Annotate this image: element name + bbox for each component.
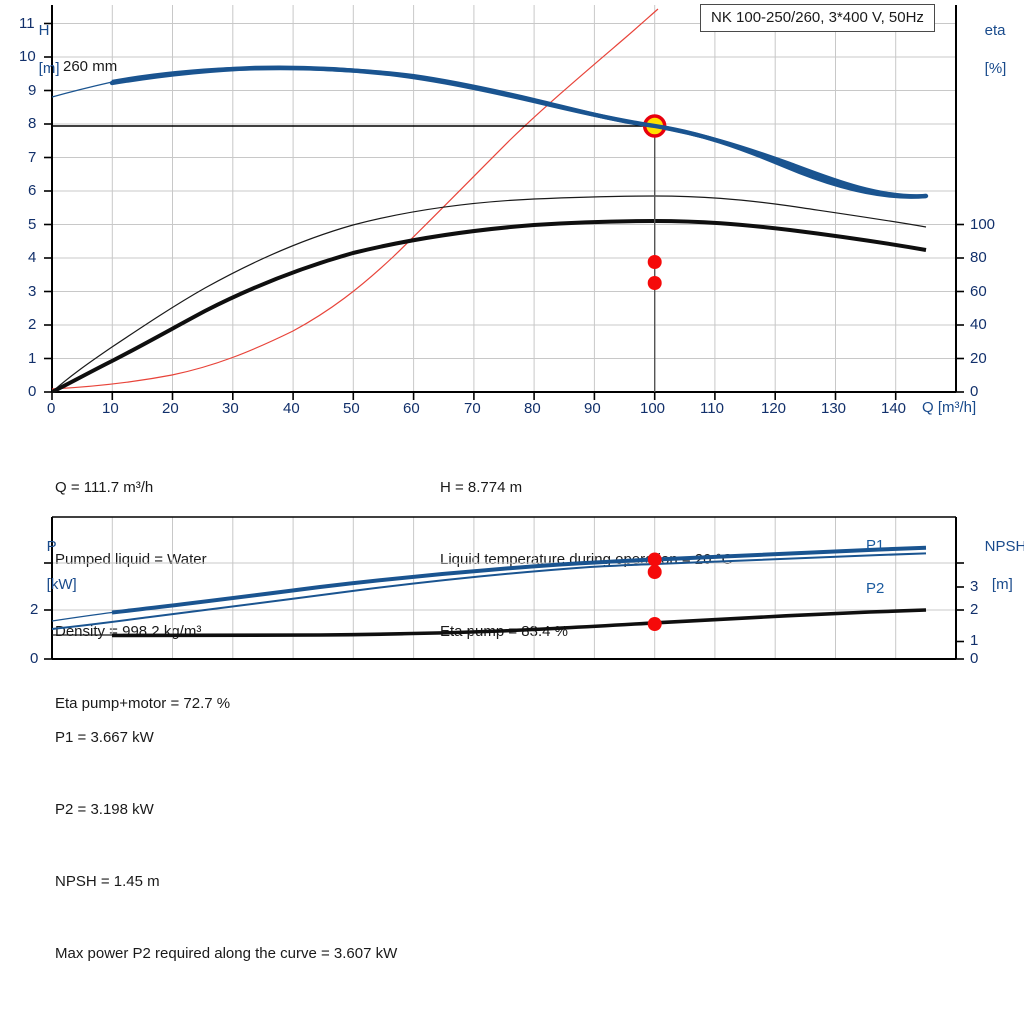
info-npsh: NPSH = 1.45 m <box>55 873 160 890</box>
upper-y-tick-4: 4 <box>28 249 37 266</box>
upper-x-tick-140: 140 <box>881 400 907 417</box>
npsh-duty-marker[interactable] <box>647 617 662 631</box>
upper-x-tick-110: 110 <box>700 400 724 417</box>
upper-x-axis-title: Q [m³/h] <box>922 399 977 416</box>
upper-y2-tick-80: 80 <box>970 249 987 266</box>
upper-y-tick-10: 10 <box>19 48 36 65</box>
info-p2: P2 = 3.198 kW <box>55 801 154 818</box>
upper-y2-tick-40: 40 <box>970 316 987 333</box>
pump-curve-datasheet: H [m] eta [%] NK 100-250/260, 3*400 V, 5… <box>19 2 1024 962</box>
impeller-diameter-label: 260 mm <box>63 58 118 75</box>
operating-data-right: H = 8.774 m Liquid temperature during op… <box>440 428 732 692</box>
info-pumped-liquid: Pumped liquid = Water <box>55 551 207 568</box>
upper-x-tick-40: 40 <box>283 400 300 417</box>
lower-npsh-curve <box>111 608 927 638</box>
lower-y2-tick-1: 1 <box>970 632 979 649</box>
info-h: H = 8.774 m <box>440 479 523 496</box>
upper-y-tick-1: 1 <box>28 349 37 367</box>
lower-chart-plot <box>44 516 964 660</box>
upper-y2-tick-0: 0 <box>970 383 979 400</box>
upper-x-tick-30: 30 <box>222 400 239 417</box>
upper-y-tick-6: 6 <box>28 182 37 199</box>
upper-x-tick-10: 10 <box>102 400 119 417</box>
upper-grid-vertical <box>111 5 897 392</box>
lower-y2-ticks <box>956 562 964 660</box>
upper-y-tick-3: 3 <box>28 282 37 300</box>
upper-x-ticks <box>51 392 897 400</box>
upper-y2-axis-title: eta [%] <box>968 2 1007 97</box>
upper-x-tick-120: 120 <box>761 400 787 417</box>
upper-npsh-curve <box>52 8 659 390</box>
lower-y-ticks <box>44 562 52 660</box>
upper-x-tick-50: 50 <box>343 400 360 417</box>
upper-y-tick-2: 2 <box>28 316 37 333</box>
upper-eta-pump-curve <box>52 218 927 393</box>
lower-y2-tick-0: 0 <box>970 650 979 667</box>
upper-y-axis-title-line1: H <box>38 22 50 39</box>
upper-y-tick-8: 8 <box>28 115 37 132</box>
lower-p1-curve <box>111 545 927 615</box>
lower-y2-tick-2: 2 <box>970 601 979 618</box>
lower-grid-vertical <box>111 517 897 659</box>
series-label-p2: P2 <box>866 580 885 597</box>
upper-y2-axis-title-line1: eta <box>984 22 1006 39</box>
upper-y-tick-0: 0 <box>28 383 37 400</box>
upper-y-axis-title: H [m] <box>22 2 60 97</box>
lower-p1-thin-extension <box>52 611 113 622</box>
upper-y-tick-9: 9 <box>28 81 37 99</box>
upper-x-tick-20: 20 <box>162 400 179 417</box>
upper-y2-axis-title-line2: [%] <box>984 60 1007 77</box>
lower-y2-tick-3: 3 <box>970 578 979 595</box>
p2-duty-marker[interactable] <box>647 565 662 579</box>
upper-y-ticks <box>44 22 52 393</box>
upper-x-tick-100: 100 <box>640 400 666 417</box>
upper-y-tick-11: 11 <box>19 14 35 32</box>
upper-x-tick-80: 80 <box>524 400 541 417</box>
upper-x-tick-70: 70 <box>464 400 481 417</box>
info-q: Q = 111.7 m³/h <box>55 479 154 496</box>
upper-head-curve-thin-extension <box>52 81 113 98</box>
lower-y-axis-title-line2: [kW] <box>46 576 77 593</box>
upper-y2-ticks <box>956 223 964 393</box>
eta-pump-marker[interactable] <box>647 255 662 269</box>
p1-duty-marker[interactable] <box>647 552 662 567</box>
eta-pump-motor-marker[interactable] <box>647 276 662 290</box>
lower-p2-curve <box>52 552 927 630</box>
upper-y-tick-7: 7 <box>28 148 37 166</box>
lower-y-axis-title-line1: P <box>46 538 57 555</box>
upper-x-tick-130: 130 <box>821 400 847 417</box>
upper-eta-pump-motor-thin-curve <box>52 195 927 393</box>
lower-y-tick-2: 2 <box>30 601 39 618</box>
upper-y2-tick-20: 20 <box>970 349 987 367</box>
operating-data-left: Q = 111.7 m³/h Pumped liquid = Water Den… <box>55 428 230 764</box>
lower-y2-axis-title: NPSH [m] <box>968 518 1024 613</box>
power-npsh-results: P1 = 3.667 kW P2 = 3.198 kW NPSH = 1.45 … <box>55 678 397 1014</box>
upper-x-tick-0: 0 <box>47 400 56 417</box>
upper-y-axis-title-line2: [m] <box>38 60 60 77</box>
upper-chart-plot <box>44 5 964 400</box>
info-eta-pump-motor: Eta pump+motor = 72.7 % <box>55 695 231 712</box>
upper-head-curve <box>111 66 927 199</box>
lower-y2-axis-title-line2: [m] <box>991 576 1013 593</box>
upper-x-tick-90: 90 <box>584 400 601 417</box>
info-p1: P1 = 3.667 kW <box>55 729 154 746</box>
lower-y-axis-title: P [kW] <box>30 518 77 613</box>
lower-y2-axis-title-line1: NPSH <box>984 538 1024 555</box>
duty-point-marker[interactable] <box>642 114 667 138</box>
lower-y-tick-0: 0 <box>30 650 39 667</box>
pump-model-title-box: NK 100-250/260, 3*400 V, 50Hz <box>700 4 935 32</box>
upper-y-tick-5: 5 <box>28 215 37 233</box>
info-max-power: Max power P2 required along the curve = … <box>55 945 398 962</box>
upper-x-tick-60: 60 <box>403 400 420 417</box>
upper-y2-tick-100: 100 <box>970 215 996 233</box>
series-label-p1: P1 <box>866 537 885 554</box>
upper-y2-tick-60: 60 <box>970 282 987 300</box>
